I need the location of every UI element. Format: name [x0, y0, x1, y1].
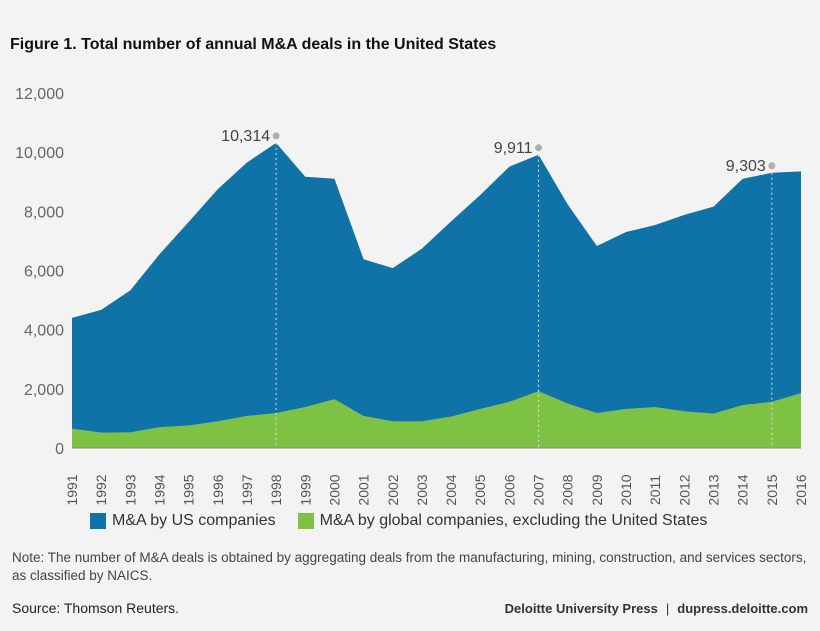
x-tick-label: 1994 [151, 474, 167, 505]
source-text: Source: Thomson Reuters. [12, 600, 180, 616]
publisher-separator: | [665, 601, 670, 616]
legend-label-global: M&A by global companies, excluding the U… [319, 512, 708, 529]
x-tick-label: 2009 [589, 474, 605, 505]
x-tick-label: 2013 [706, 474, 722, 505]
y-tick-label: 2,000 [24, 382, 64, 399]
legend-item-us: M&A by US companies [90, 512, 276, 530]
x-tick-label: 1998 [268, 474, 284, 505]
annotation-dot [272, 132, 280, 140]
area-chart: 0 2,000 4,000 6,000 8,000 10,000 12,000 1991 199… [15, 86, 809, 506]
y-tick-label: 4,000 [24, 323, 64, 340]
x-tick-label: 2003 [414, 474, 430, 505]
x-tick-label: 2016 [793, 474, 809, 505]
publisher-name: Deloitte University Press [504, 601, 658, 616]
x-tick-label: 2004 [443, 474, 459, 505]
annotation-dot [768, 162, 776, 170]
x-tick-label: 2011 [647, 475, 663, 505]
x-tick-label: 1993 [122, 474, 138, 505]
x-tick-label: 2001 [356, 474, 372, 505]
x-tick-label: 2002 [385, 474, 401, 505]
area-series-1 [72, 142, 801, 433]
legend-swatch-us [90, 513, 106, 529]
x-tick-label: 2014 [735, 474, 751, 505]
annotation-label: 9,303 [726, 158, 766, 175]
publisher-site: dupress.deloitte.com [677, 601, 808, 616]
x-tick-label: 1996 [210, 474, 226, 505]
annotation-label: 10,314 [221, 128, 270, 145]
legend: M&A by US companies M&A by global compan… [90, 512, 729, 530]
legend-swatch-global [297, 513, 314, 529]
y-tick-label: 6,000 [24, 264, 64, 281]
footnote: Note: The number of M&A deals is obtaine… [12, 550, 807, 583]
x-tick-label: 2000 [326, 474, 342, 505]
legend-label-us: M&A by US companies [112, 512, 276, 529]
annotation-label: 9,911 [494, 140, 533, 157]
x-tick-label: 2012 [676, 474, 692, 505]
x-tick-label: 1999 [297, 474, 313, 505]
y-tick-label: 0 [55, 441, 64, 458]
legend-item-global: M&A by global companies, excluding the U… [297, 512, 708, 530]
y-tick-label: 10,000 [15, 145, 64, 162]
x-tick-label: 2007 [531, 474, 547, 505]
x-tick-label: 2015 [764, 474, 780, 505]
publisher-credit: Deloitte University Press | dupress.deloit… [505, 601, 808, 616]
y-tick-label: 8,000 [24, 204, 64, 221]
area-series-0 [72, 391, 801, 448]
annotation-dot [535, 144, 543, 152]
x-tick-label: 1997 [239, 474, 255, 505]
chart-title: Figure 1. Total number of annual M&A dea… [10, 36, 497, 53]
x-tick-label: 1995 [181, 474, 197, 505]
x-tick-label: 1991 [64, 474, 80, 505]
x-tick-label: 2006 [501, 474, 517, 505]
y-tick-label: 12,000 [15, 86, 64, 103]
x-tick-label: 2008 [560, 474, 576, 505]
x-tick-label: 2005 [472, 474, 488, 505]
x-tick-label: 2010 [618, 474, 634, 505]
x-tick-label: 1992 [93, 474, 109, 505]
